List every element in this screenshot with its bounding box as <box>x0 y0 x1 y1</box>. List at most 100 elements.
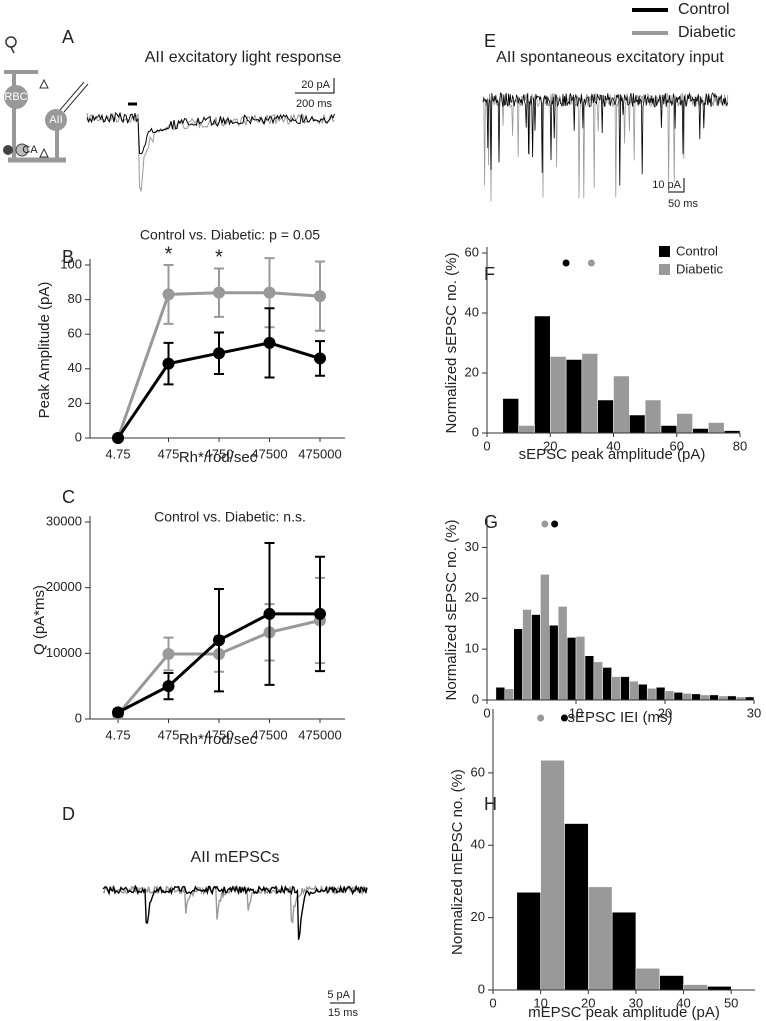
point <box>162 647 175 660</box>
light-icon <box>10 46 15 54</box>
x-tick-label: 4750 <box>205 727 234 742</box>
bar <box>575 636 586 701</box>
trace <box>86 112 335 192</box>
legend-label: Diabetic <box>676 261 723 276</box>
x-tick-label: 20 <box>543 438 557 453</box>
bar <box>565 359 583 434</box>
y-tick-label: 30 <box>465 539 479 554</box>
x-axis-label: sEPSC IEI (ms) <box>567 709 672 726</box>
y-tick-label: 0 <box>75 710 82 725</box>
y-tick-label: 60 <box>68 326 82 341</box>
rbc-cell <box>4 85 28 109</box>
bar <box>588 886 613 991</box>
annotation: * <box>165 243 173 265</box>
panel-title: AII mEPSCs <box>191 849 280 866</box>
bar <box>629 414 646 434</box>
bar <box>584 655 595 701</box>
bar <box>683 984 708 991</box>
legend-label: Control <box>678 1 730 18</box>
x-tick-label: 30 <box>747 705 761 720</box>
bar <box>727 695 737 701</box>
trace <box>482 91 729 186</box>
electrode <box>59 81 85 111</box>
x-axis-label: Rh*/rod/sec <box>179 731 258 748</box>
schematic-label: AII <box>49 114 62 126</box>
bar <box>709 694 719 701</box>
x-axis-label: mEPSC peak amplitude (pA) <box>528 1004 720 1021</box>
bar <box>581 353 598 434</box>
triangle <box>39 147 49 158</box>
y-tick-label: 40 <box>68 360 82 375</box>
bar <box>549 624 559 701</box>
x-tick-label: 80 <box>733 438 747 453</box>
bar <box>676 413 693 434</box>
bar <box>644 399 662 434</box>
panel-title: Control vs. Diabetic: p = 0.05 <box>140 227 320 243</box>
x-tick-label: 4750 <box>205 446 234 461</box>
x-tick-label: 0 <box>489 995 496 1010</box>
bar <box>566 637 577 701</box>
y-axis-label: Normalized sEPSC no. (%) <box>443 520 460 701</box>
panel-letter: B <box>62 247 74 267</box>
bar <box>613 375 630 434</box>
x-axis-label: sEPSC peak amplitude (pA) <box>519 446 706 463</box>
bar <box>682 693 692 701</box>
panel-title: Control vs. Diabetic: n.s. <box>154 509 306 525</box>
y-tick-label: 20000 <box>46 579 82 594</box>
point <box>314 290 326 303</box>
bar <box>708 422 725 434</box>
x-tick-label: 0 <box>483 705 490 720</box>
bar <box>707 986 732 991</box>
panel-letter: H <box>484 794 497 814</box>
bar <box>531 614 541 701</box>
y-tick-label: 60 <box>465 244 479 259</box>
point <box>314 352 326 365</box>
panel-title: AII spontaneous excitatory input <box>496 49 724 66</box>
mean-marker <box>587 259 595 267</box>
point <box>263 607 276 620</box>
bar <box>516 892 541 991</box>
bar <box>655 687 666 701</box>
bar <box>534 315 551 434</box>
panel-letter: D <box>62 804 75 824</box>
x-tick-label: 4.75 <box>105 727 130 742</box>
bar <box>522 609 532 701</box>
x-tick-label: 4.75 <box>105 446 130 461</box>
y-tick-label: 20 <box>465 364 479 379</box>
y-axis-label: Peak Amplitude (pA) <box>36 282 53 419</box>
bar <box>638 683 648 701</box>
y-axis-label: Normalized sEPSC no. (%) <box>443 253 460 434</box>
x-tick-label: 10 <box>533 995 547 1010</box>
y-axis-label: Q (pA*ms) <box>31 585 48 655</box>
bar <box>718 695 728 701</box>
x-tick-label: 20 <box>581 995 595 1010</box>
legend-label: Control <box>676 243 718 258</box>
x-tick-label: 475000 <box>298 446 341 461</box>
y-tick-label: 60 <box>471 764 485 779</box>
point <box>112 706 124 719</box>
schematic-label: RBC <box>4 91 27 103</box>
bar <box>597 399 614 434</box>
scale-label: 200 ms <box>296 98 333 110</box>
bar <box>564 823 589 991</box>
bar <box>673 692 684 701</box>
scale-label: 50 ms <box>668 198 698 210</box>
bar <box>660 425 677 434</box>
y-tick-label: 20 <box>465 590 479 605</box>
bar <box>540 574 550 701</box>
bar <box>692 428 709 434</box>
bar <box>635 968 660 991</box>
bar <box>557 606 568 701</box>
bar <box>504 688 514 701</box>
x-tick-label: 20 <box>658 705 672 720</box>
bar <box>518 425 535 434</box>
light-icon <box>5 36 17 48</box>
legend-swatch <box>659 264 670 275</box>
bar <box>611 911 637 991</box>
point <box>213 286 225 299</box>
bar <box>700 694 710 701</box>
y-axis-label: Normalized mEPSC no. (%) <box>449 769 466 955</box>
schematic: RBC AII CA <box>3 36 89 163</box>
y-tick-label: 100 <box>60 256 82 271</box>
